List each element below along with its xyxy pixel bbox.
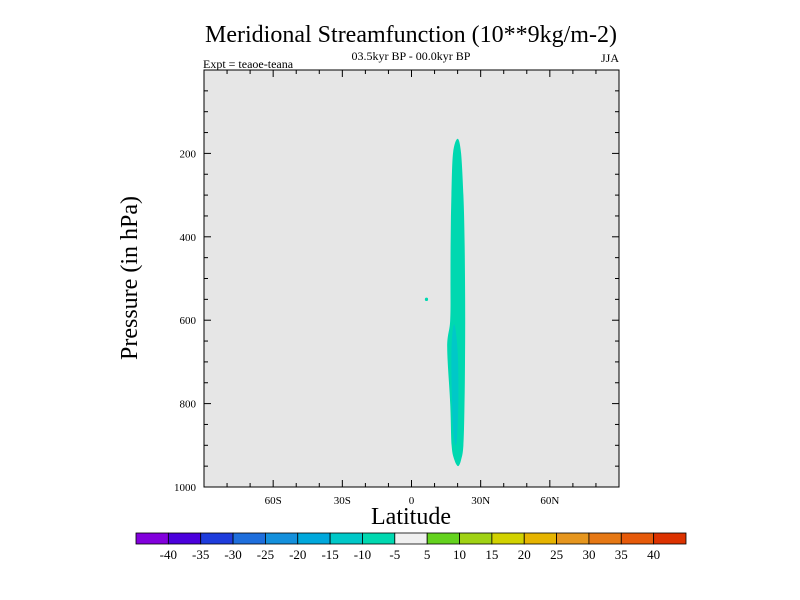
y-tick-label: 600 <box>180 315 197 327</box>
x-tick-label: 30N <box>471 495 490 507</box>
colorbar-box <box>523 532 557 545</box>
x-axis-label: Latitude <box>371 504 451 530</box>
colorbar-label: 5 <box>424 547 431 562</box>
x-tick-labels: 60S 30S 0 30N 60N <box>265 495 560 507</box>
colorbar-label: 15 <box>485 547 498 562</box>
colorbar <box>135 532 687 545</box>
colorbar-box <box>426 532 460 545</box>
experiment-label: Expt = teaoe-teana <box>203 57 294 71</box>
colorbar-box <box>265 532 299 545</box>
colorbar-box <box>329 532 363 545</box>
colorbar-label: -25 <box>257 547 274 562</box>
y-tick-label: 800 <box>180 399 197 411</box>
colorbar-box <box>491 532 525 545</box>
y-tick-label: 1000 <box>174 482 197 494</box>
colorbar-label: 20 <box>518 547 531 562</box>
y-tick-label: 200 <box>180 148 197 160</box>
colorbar-label: 25 <box>550 547 563 562</box>
colorbar-box <box>362 532 396 545</box>
colorbar-box <box>653 532 687 545</box>
contour-inner-core <box>451 324 459 446</box>
chart-title: Meridional Streamfunction (10**9kg/m-2) <box>205 22 617 48</box>
colorbar-label: -5 <box>389 547 400 562</box>
y-axis-label: Pressure (in hPa) <box>117 196 143 360</box>
x-tick-label: 0 <box>409 495 415 507</box>
colorbar-box <box>394 532 428 545</box>
x-tick-label: 60N <box>540 495 559 507</box>
colorbar-label: 40 <box>647 547 660 562</box>
colorbar-label: 35 <box>615 547 628 562</box>
colorbar-label: -35 <box>192 547 209 562</box>
colorbar-box <box>200 532 234 545</box>
y-tick-label: 400 <box>180 232 197 244</box>
colorbar-label: 10 <box>453 547 466 562</box>
contour-small-blob <box>424 297 429 302</box>
colorbar-box <box>588 532 622 545</box>
colorbar-box <box>620 532 655 545</box>
plot-background <box>204 70 619 487</box>
colorbar-label: -15 <box>321 547 338 562</box>
colorbar-box <box>167 532 202 545</box>
x-tick-label: 30S <box>334 495 351 507</box>
season-label: JJA <box>601 51 619 65</box>
y-tick-labels: 200 400 600 800 1000 <box>174 148 197 494</box>
colorbar-label: 30 <box>582 547 595 562</box>
colorbar-label: -20 <box>289 547 306 562</box>
colorbar-box <box>556 532 590 545</box>
colorbar-box <box>459 532 493 545</box>
chart-subtitle: 03.5kyr BP - 00.0kyr BP <box>352 49 471 63</box>
colorbar-label: -10 <box>354 547 371 562</box>
axis-ticks <box>204 70 619 487</box>
colorbar-labels: -40 -35 -30 -25 -20 -15 -10 -5 5 10 15 20 25 30 35 40 <box>160 547 660 562</box>
colorbar-box <box>232 532 266 545</box>
colorbar-box <box>297 532 331 545</box>
colorbar-box <box>135 532 169 545</box>
contour-fills <box>424 138 466 467</box>
colorbar-label: -40 <box>160 547 177 562</box>
colorbar-label: -30 <box>224 547 241 562</box>
x-tick-label: 60S <box>265 495 282 507</box>
